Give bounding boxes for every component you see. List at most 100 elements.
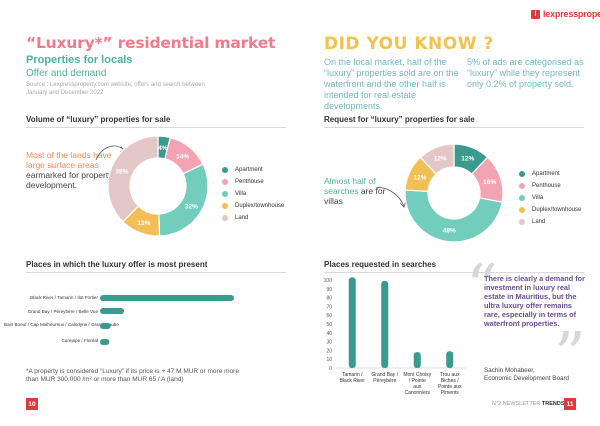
slice-label: 14% xyxy=(176,153,189,160)
newsletter-label: N°2 NEWSLETTER xyxy=(492,401,541,407)
author-name: Sachin Mohabeer, xyxy=(484,367,535,374)
legend-item: Villa xyxy=(222,188,284,200)
page-subtitle: Properties for locals xyxy=(26,54,133,66)
legend-swatch xyxy=(222,191,228,197)
hbar-label: Bain Boeuf / Cap Malheureux / Calodyne /… xyxy=(4,322,119,327)
y-tick-label: 80 xyxy=(326,296,332,302)
vbar xyxy=(381,280,389,368)
legend-item: Penthouse xyxy=(222,176,284,188)
slice-label: 48% xyxy=(443,228,456,235)
request-callout: Almost half of searches are for villas xyxy=(324,176,400,206)
did-you-know-fact-1: On the local market, half of the “luxury… xyxy=(324,57,459,111)
close-quote-icon: ” xyxy=(554,318,586,391)
legend-swatch xyxy=(222,215,228,221)
slice-label: 12% xyxy=(461,156,474,163)
callout-highlight: Almost half of searches xyxy=(324,176,376,196)
callout-text: earmarked for property development. xyxy=(26,170,113,190)
slice-label: 32% xyxy=(185,204,198,211)
legend-swatch xyxy=(519,195,525,201)
footnote: *A property is considered “Luxury” if it… xyxy=(26,368,239,383)
footer-label: N°2 NEWSLETTER TRENDS xyxy=(492,401,565,407)
legend-label: Duplex/townhouse xyxy=(235,203,285,209)
source-note: Source : Lexpressproperty.com website, o… xyxy=(26,82,205,96)
open-quote-icon: “ xyxy=(466,250,498,323)
vbar xyxy=(348,277,356,368)
volume-donut-chart: 4% 14% 32% 13% 38% xyxy=(107,135,209,237)
legend-swatch xyxy=(222,167,228,173)
request-donut-chart: 12% 16% 48% 12% 12% xyxy=(404,143,504,243)
legend-swatch xyxy=(519,219,525,225)
callout-highlight: Most of the lands have large surface are… xyxy=(26,150,112,170)
hbar-label: Curepipe / Floréal xyxy=(61,338,98,343)
legend-label: Apartment xyxy=(532,171,560,177)
slice-label: 38% xyxy=(115,169,128,176)
legend-item: Apartment xyxy=(222,164,284,176)
places-offer-bar-chart xyxy=(100,295,234,345)
divider xyxy=(324,272,584,273)
legend-label: Villa xyxy=(235,191,247,197)
donut-slice xyxy=(404,189,503,243)
volume-callout: Most of the lands have large surface are… xyxy=(26,150,122,190)
divider xyxy=(324,127,584,128)
volume-legend: Apartment Penthouse Villa Duplex/townhou… xyxy=(222,164,284,224)
x-tick-label: Trou aux Biches / Pointe aux Piments xyxy=(438,372,462,394)
legend-swatch xyxy=(222,179,228,185)
page-subtitle-2: Offer and demand xyxy=(26,68,107,79)
author-role: Economic Development Board xyxy=(484,375,570,382)
legend-swatch xyxy=(519,171,525,177)
slice-label: 12% xyxy=(434,156,447,163)
brand-logo: l lexpressproperty xyxy=(531,8,600,20)
legend-item: Duplex/townhouse xyxy=(519,204,581,216)
legend-swatch xyxy=(519,183,525,189)
page-title: “Luxury*” residential market xyxy=(26,34,276,52)
donut-slice xyxy=(158,163,209,237)
hbar-label: Grand Bay / Péreybère / Belle Vue xyxy=(27,309,98,314)
did-you-know-title: DID YOU KNOW ? xyxy=(324,34,494,54)
quote-author: Sachin Mohabeer, Economic Development Bo… xyxy=(484,367,594,383)
y-tick-label: 90 xyxy=(326,287,332,293)
quote-text: There is clearly a demand for investment… xyxy=(484,274,585,328)
logo-icon: l xyxy=(531,9,540,19)
y-tick-label: 60 xyxy=(326,313,332,319)
slice-label: 12% xyxy=(414,175,427,182)
volume-chart-title: Volume of “luxury” properties for sale xyxy=(26,115,171,124)
hbar xyxy=(100,308,125,314)
logo-text: lexpressproperty xyxy=(543,9,600,19)
did-you-know-fact-2: 5% of ads are categorised as “luxury” wh… xyxy=(467,57,584,89)
callout-text: are for villas xyxy=(324,186,386,206)
hbar xyxy=(100,339,110,345)
legend-label: Apartment xyxy=(235,167,263,173)
page-number-left: 10 xyxy=(26,398,38,410)
vbar xyxy=(446,351,454,368)
legend-label: Land xyxy=(235,215,249,221)
request-chart-title: Request for “luxury” properties for sale xyxy=(324,115,475,124)
legend-item: Apartment xyxy=(519,168,581,180)
legend-item: Duplex/townhouse xyxy=(222,200,284,212)
hbar-label: Black River / Tamarin / Ilot Fortier xyxy=(30,295,98,300)
x-tick-label: Grand Bay / Péreybère xyxy=(371,372,398,384)
hbar xyxy=(100,295,234,301)
page-number-right: 11 xyxy=(564,398,576,410)
legend-item: Land xyxy=(222,212,284,224)
legend-label: Penthouse xyxy=(532,183,561,189)
y-tick-label: 10 xyxy=(326,357,332,363)
y-tick-label: 70 xyxy=(326,304,332,310)
divider xyxy=(26,127,286,128)
legend-swatch xyxy=(222,203,228,209)
legend-label: Duplex/townhouse xyxy=(532,207,582,213)
y-tick-label: 50 xyxy=(326,322,332,328)
y-tick-label: 20 xyxy=(326,348,332,354)
legend-item: Villa xyxy=(519,192,581,204)
places-offer-title: Places in which the luxury offer is most… xyxy=(26,260,208,269)
places-search-title: Places requested in searches xyxy=(324,260,437,269)
legend-label: Penthouse xyxy=(235,179,264,185)
slice-label: 4% xyxy=(158,145,168,152)
vbar xyxy=(413,352,421,368)
legend-label: Villa xyxy=(532,195,544,201)
legend-swatch xyxy=(519,207,525,213)
x-tick-label: Mont Choisy / Pointe aux Canonniers xyxy=(403,372,431,394)
slice-label: 13% xyxy=(137,220,150,227)
y-tick-label: 30 xyxy=(326,340,332,346)
legend-item: Penthouse xyxy=(519,180,581,192)
divider xyxy=(26,272,286,273)
